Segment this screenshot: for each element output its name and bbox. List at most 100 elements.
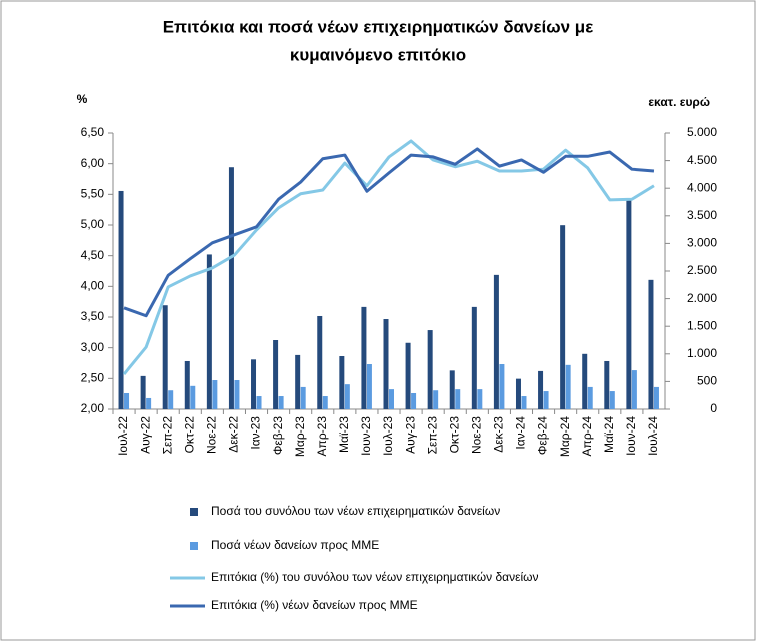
legend-swatch: [190, 508, 198, 516]
bar: [538, 370, 544, 409]
bar: [477, 389, 483, 409]
y2-tick-label: 1.500: [687, 318, 717, 332]
bar: [427, 330, 433, 409]
bar: [543, 391, 549, 409]
legend-label: Ποσά νέων δανείων προς ΜΜΕ: [211, 538, 379, 552]
x-tick-label: Μαρ-23: [293, 416, 307, 457]
y-tick-label: 3,50: [81, 309, 105, 323]
y-tick-label: 4,00: [81, 279, 105, 293]
x-tick-label: Δεκ-22: [227, 416, 241, 453]
y2-tick-label: 4.500: [687, 153, 717, 167]
legend-label: Επιτόκια (%) του συνόλου των νέων επιχει…: [211, 570, 539, 584]
legend-label: Ποσά του συνόλου των νέων επιχειρηματικώ…: [211, 504, 500, 518]
bar: [339, 356, 345, 409]
x-tick-label: Νοε-23: [469, 416, 483, 454]
bar: [317, 315, 323, 409]
bar: [168, 390, 174, 409]
x-tick-label: Απρ-24: [580, 416, 594, 457]
x-tick-label: Φεβ-24: [536, 416, 550, 455]
bar: [228, 167, 234, 409]
y2-tick-label: 500: [697, 374, 717, 388]
x-tick-label: Φεβ-23: [271, 416, 285, 455]
bar: [234, 380, 240, 409]
bar: [256, 396, 262, 409]
bar: [405, 342, 411, 409]
bar: [653, 386, 659, 409]
bar: [361, 306, 367, 409]
x-tick-label: Οκτ-22: [182, 416, 196, 454]
chart-title: Επιτόκια και ποσά νέων επιχειρηματικών δ…: [163, 17, 594, 36]
bar: [184, 360, 190, 409]
x-tick-label: Σεπ-22: [160, 416, 174, 455]
bar: [515, 378, 521, 409]
bar: [212, 380, 218, 409]
bar: [124, 392, 130, 409]
x-tick-label: Απρ-23: [315, 416, 329, 457]
x-tick-label: Ιουν-24: [624, 416, 638, 456]
y2-axis-label: εκατ. ευρώ: [648, 95, 710, 109]
legend-swatch: [190, 542, 198, 550]
y2-tick-label: 2.000: [687, 291, 717, 305]
bar: [582, 353, 588, 409]
x-tick-label: Σεπ-23: [425, 416, 439, 455]
bar: [626, 199, 632, 409]
y-tick-label: 3,00: [81, 340, 105, 354]
x-tick-label: Μαϊ-23: [337, 416, 351, 453]
bar: [140, 375, 146, 409]
bar: [322, 396, 328, 409]
bar: [118, 190, 124, 409]
x-tick-label: Νοε-22: [205, 416, 219, 454]
x-tick-label: Ιαν-23: [249, 416, 263, 450]
bar: [251, 359, 257, 409]
y2-tick-label: 0: [710, 401, 717, 415]
y2-tick-label: 5.000: [687, 125, 717, 139]
y-tick-label: 4,50: [81, 248, 105, 262]
bar: [190, 385, 196, 409]
y2-tick-label: 3.500: [687, 208, 717, 222]
bar: [383, 319, 389, 409]
x-tick-label: Ιουλ-24: [646, 416, 660, 456]
x-tick-label: Αυγ-23: [403, 416, 417, 454]
y-tick-label: 5,50: [81, 187, 105, 201]
x-tick-label: Ιουλ-23: [381, 416, 395, 456]
y2-tick-label: 1.000: [687, 346, 717, 360]
bar: [521, 396, 527, 409]
bar: [295, 354, 301, 409]
bar: [146, 397, 152, 409]
bar: [565, 364, 571, 409]
y-tick-label: 2,00: [81, 401, 105, 415]
bar: [433, 390, 439, 409]
bar: [631, 370, 637, 409]
bar: [366, 364, 372, 409]
bar: [587, 386, 593, 409]
bar: [609, 391, 615, 409]
bar: [273, 340, 279, 409]
x-tick-label: Οκτ-23: [447, 416, 461, 454]
x-tick-label: Αυγ-22: [138, 416, 152, 454]
bar: [344, 384, 350, 409]
x-tick-label: Δεκ-23: [492, 416, 506, 453]
line: [123, 147, 655, 318]
y2-tick-label: 2.500: [687, 263, 717, 277]
y-tick-label: 5,00: [81, 217, 105, 231]
bar: [455, 389, 461, 409]
bar: [162, 305, 168, 409]
bar: [560, 225, 566, 409]
x-tick-label: Ιαν-24: [514, 416, 528, 450]
bar: [389, 389, 394, 409]
bar: [300, 386, 306, 409]
y2-tick-label: 4.000: [687, 180, 717, 194]
y-axis-label: %: [77, 92, 88, 106]
bar: [499, 364, 505, 409]
chart-title: κυμαινόμενο επιτόκιο: [290, 45, 466, 64]
y2-tick-label: 3.000: [687, 236, 717, 250]
x-tick-label: Μαϊ-24: [602, 416, 616, 453]
bar: [648, 279, 654, 409]
bar: [411, 392, 417, 409]
y-tick-label: 2,50: [81, 371, 105, 385]
y-tick-label: 6,50: [81, 125, 105, 139]
x-tick-label: Ιουν-23: [359, 416, 373, 456]
bar: [493, 274, 499, 409]
bar: [278, 396, 284, 409]
